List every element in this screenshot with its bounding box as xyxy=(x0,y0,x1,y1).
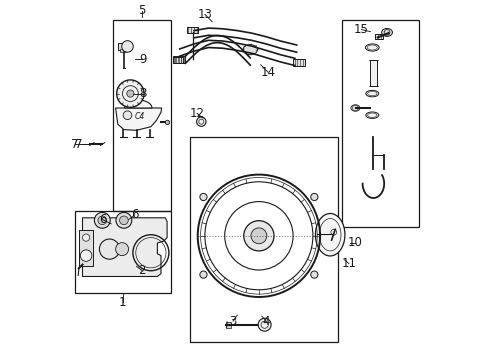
Text: 4: 4 xyxy=(262,315,269,328)
Text: 8: 8 xyxy=(139,87,146,100)
Circle shape xyxy=(200,271,206,278)
Circle shape xyxy=(165,120,169,125)
Bar xyxy=(113,20,170,211)
Text: 13: 13 xyxy=(197,8,212,21)
Ellipse shape xyxy=(315,213,344,256)
Circle shape xyxy=(80,250,92,261)
Circle shape xyxy=(196,117,205,126)
Bar xyxy=(75,211,170,293)
Bar xyxy=(120,49,125,52)
Polygon shape xyxy=(82,218,167,276)
Ellipse shape xyxy=(381,28,392,36)
Text: 6: 6 xyxy=(131,208,138,221)
Circle shape xyxy=(116,212,132,228)
Bar xyxy=(374,34,383,39)
Bar xyxy=(341,20,418,227)
Bar xyxy=(79,230,93,266)
Circle shape xyxy=(99,239,120,259)
Text: 2: 2 xyxy=(138,264,146,277)
Circle shape xyxy=(115,243,128,256)
Text: C4: C4 xyxy=(135,112,145,121)
Ellipse shape xyxy=(365,112,378,118)
Polygon shape xyxy=(124,100,152,108)
Bar xyxy=(186,27,198,33)
Bar xyxy=(369,60,376,86)
Circle shape xyxy=(250,228,266,244)
Bar xyxy=(225,322,230,328)
Text: 7: 7 xyxy=(75,138,82,150)
Text: 1: 1 xyxy=(119,296,126,309)
Text: 3: 3 xyxy=(229,315,236,328)
Ellipse shape xyxy=(350,105,359,111)
Bar xyxy=(118,43,127,50)
Polygon shape xyxy=(115,108,162,130)
Text: 7: 7 xyxy=(71,138,78,150)
Text: 11: 11 xyxy=(341,257,356,270)
Circle shape xyxy=(123,111,132,120)
Text: 10: 10 xyxy=(347,237,362,249)
Bar xyxy=(190,137,337,342)
Bar xyxy=(172,56,185,63)
Bar xyxy=(172,57,182,63)
Text: 12: 12 xyxy=(189,107,204,120)
Circle shape xyxy=(200,193,206,201)
Text: 6: 6 xyxy=(99,213,106,226)
Bar xyxy=(293,59,305,66)
Circle shape xyxy=(126,90,134,97)
Text: 14: 14 xyxy=(260,66,275,78)
Circle shape xyxy=(117,80,144,107)
Text: 15: 15 xyxy=(353,23,368,36)
Circle shape xyxy=(94,212,110,228)
Circle shape xyxy=(98,216,106,225)
Circle shape xyxy=(310,193,317,201)
Text: 5: 5 xyxy=(138,4,145,17)
Text: 9: 9 xyxy=(139,53,146,66)
Circle shape xyxy=(122,41,133,52)
Ellipse shape xyxy=(365,44,378,51)
Circle shape xyxy=(120,216,128,225)
Ellipse shape xyxy=(365,90,378,97)
Circle shape xyxy=(258,318,270,331)
Circle shape xyxy=(310,271,317,278)
Circle shape xyxy=(82,234,89,241)
Ellipse shape xyxy=(243,45,257,55)
Circle shape xyxy=(244,221,273,251)
